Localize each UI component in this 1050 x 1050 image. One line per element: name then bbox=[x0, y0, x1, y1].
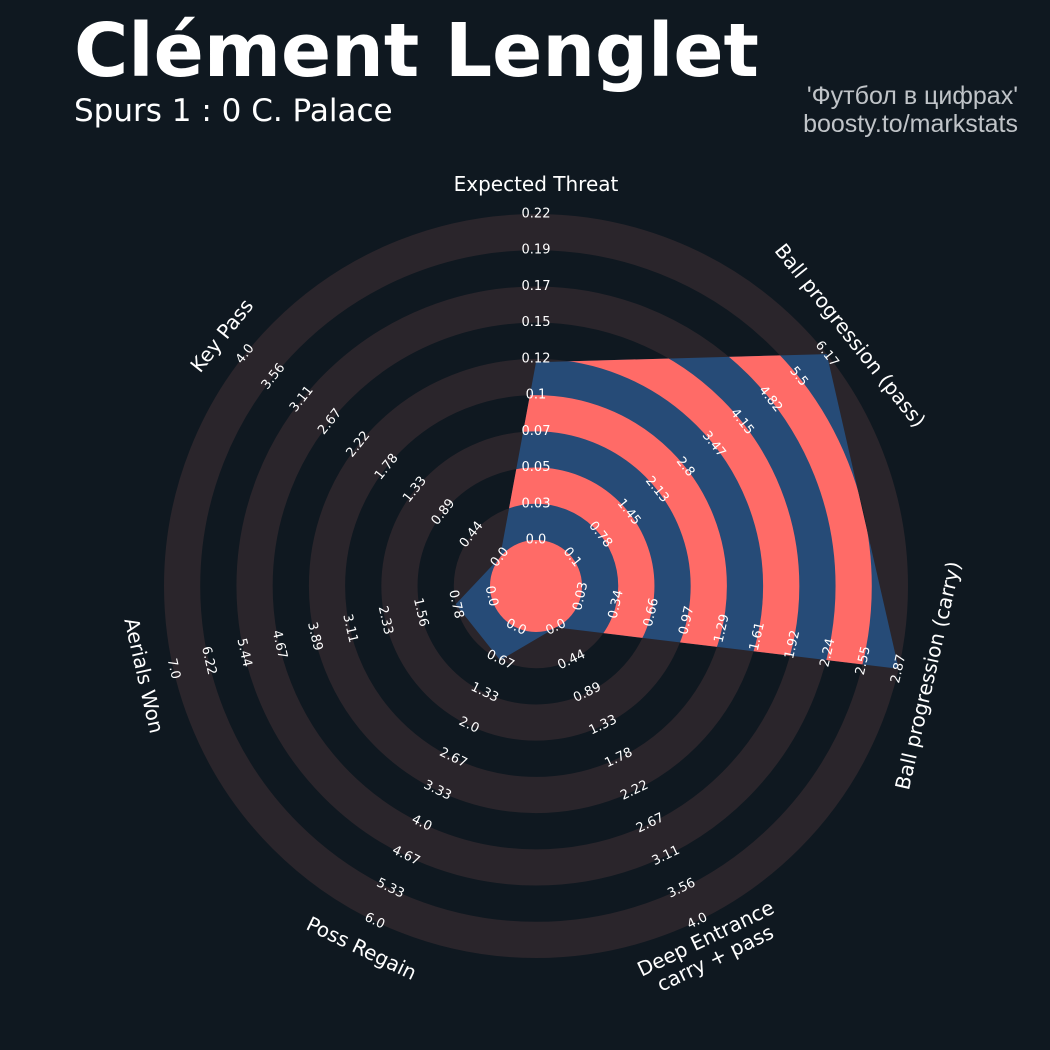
tick-label: 0.15 bbox=[522, 315, 551, 330]
tick-label: 1.56 bbox=[410, 597, 431, 629]
credit-line-2: boosty.to/markstats bbox=[803, 110, 1018, 138]
tick-label: 0.66 bbox=[641, 597, 662, 629]
player-name-title: Clément Lenglet bbox=[74, 8, 759, 94]
tick-label: 3.11 bbox=[339, 613, 360, 645]
tick-label: 0.17 bbox=[522, 279, 551, 294]
tick-label: 2.33 bbox=[375, 605, 396, 637]
tick-label: 0.78 bbox=[445, 589, 466, 621]
tick-label: 6.22 bbox=[198, 645, 219, 677]
player-highlight-ring bbox=[455, 354, 872, 669]
player-highlight-ring bbox=[455, 467, 655, 669]
tick-label: 7.0 bbox=[164, 657, 183, 681]
parameter-label-line: Expected Threat bbox=[454, 172, 619, 196]
tick-label: 1.92 bbox=[782, 629, 803, 661]
player-highlight-ring bbox=[455, 354, 800, 669]
tick-label: 0.34 bbox=[606, 589, 627, 621]
tick-label: 2.24 bbox=[817, 637, 838, 669]
tick-label: 1.29 bbox=[712, 613, 733, 645]
tick-label: 0.0 bbox=[526, 533, 547, 548]
tick-label: 0.0 bbox=[482, 584, 501, 608]
tick-label: 0.03 bbox=[522, 496, 551, 511]
credit-text: 'Футбол в цифрах' boosty.to/markstats bbox=[803, 82, 1018, 138]
player-highlight-disc bbox=[490, 540, 582, 632]
background-ring bbox=[164, 214, 908, 958]
tick-labels: 0.0 0.03 0.05 0.07 0.1 0.12 0.15 0.17 0.19 0.22 0.… bbox=[164, 207, 910, 933]
tick-label: 4.67 bbox=[269, 629, 290, 661]
tick-label: 0.19 bbox=[522, 243, 551, 258]
tick-label: 1.61 bbox=[747, 621, 768, 653]
tick-label: 0.03 bbox=[570, 580, 591, 612]
tick-label: 0.22 bbox=[522, 207, 551, 222]
tick-label: 0.07 bbox=[522, 424, 551, 439]
match-subtitle: Spurs 1 : 0 C. Palace bbox=[74, 93, 393, 129]
parameter-label: Expected Threat bbox=[454, 172, 619, 196]
tick-label: 2.87 bbox=[888, 653, 909, 685]
player-highlight-rings bbox=[455, 354, 872, 669]
credit-line-1: 'Футбол в цифрах' bbox=[806, 82, 1018, 110]
tick-label: 5.44 bbox=[233, 637, 254, 669]
tick-label: 0.05 bbox=[522, 460, 551, 475]
tick-label: 2.55 bbox=[853, 645, 874, 677]
parameter-label: Aerials Won bbox=[119, 616, 169, 736]
tick-label: 0.1 bbox=[526, 388, 547, 403]
tick-label: 0.97 bbox=[676, 605, 697, 637]
player-highlight-ring bbox=[455, 395, 727, 669]
tick-label: 3.89 bbox=[304, 621, 325, 653]
tick-label: 0.12 bbox=[522, 351, 551, 366]
parameter-label-line: Aerials Won bbox=[119, 616, 169, 736]
